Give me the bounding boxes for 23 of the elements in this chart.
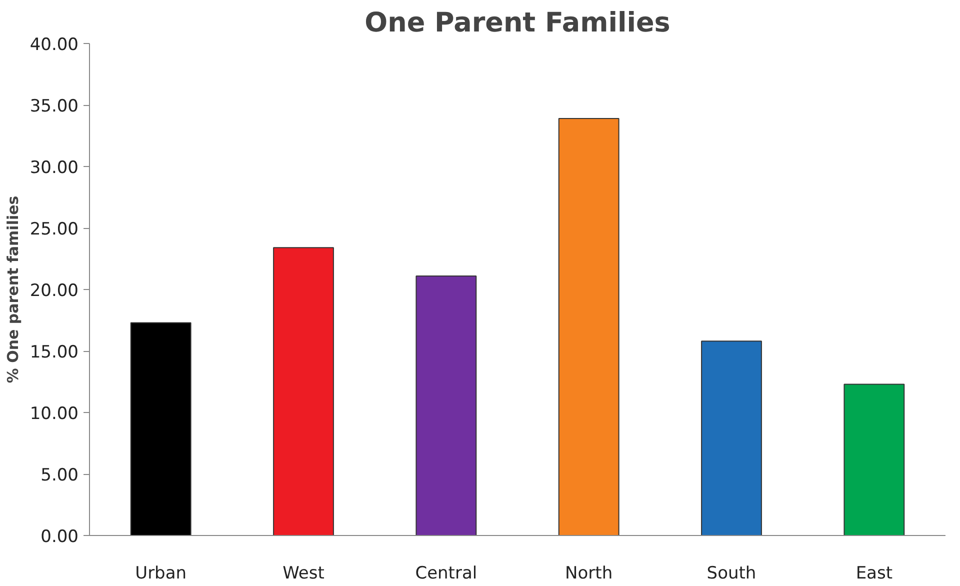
y-tick-label: 15.00 <box>30 342 79 362</box>
y-tick-label: 35.00 <box>30 96 79 116</box>
chart-title: One Parent Families <box>364 8 670 38</box>
y-tick-label: 5.00 <box>40 466 79 486</box>
x-tick-label: East <box>856 564 893 584</box>
bar <box>701 340 762 536</box>
y-tick-label: 25.00 <box>30 220 79 240</box>
x-tick-label: Urban <box>135 564 187 584</box>
y-tick-label: 10.00 <box>30 404 79 424</box>
y-tick-label: 20.00 <box>30 281 79 301</box>
x-tick-label: South <box>706 564 756 584</box>
bar <box>558 118 620 536</box>
bar <box>844 384 905 536</box>
y-axis-title: % One parent families <box>4 196 22 384</box>
bar <box>130 322 192 536</box>
y-tick-label: 30.00 <box>30 158 79 178</box>
bar <box>416 275 477 536</box>
y-tick-label: 40.00 <box>30 35 79 55</box>
bar <box>273 247 334 536</box>
x-tick-label: North <box>565 564 613 584</box>
x-tick-label: West <box>282 564 325 584</box>
y-tick-label: 0.00 <box>40 527 79 547</box>
x-tick-label: Central <box>415 564 478 584</box>
